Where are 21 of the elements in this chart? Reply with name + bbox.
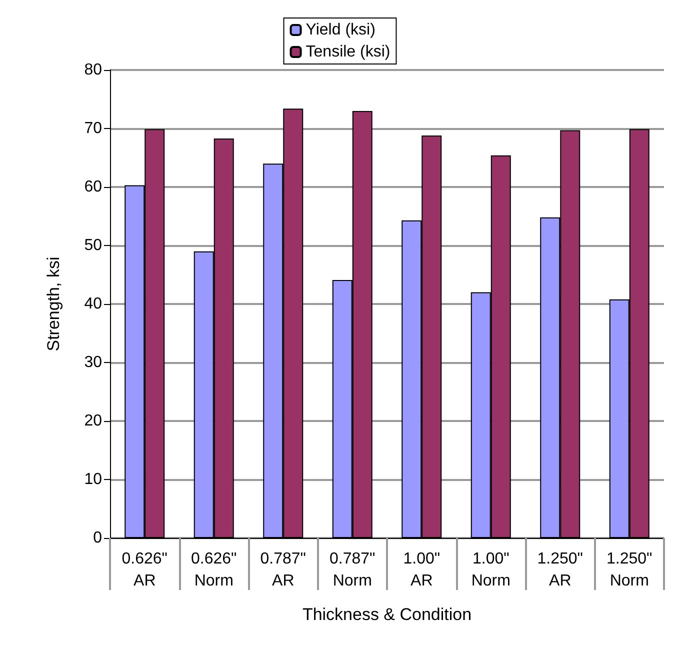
y-tick-label: 40 <box>84 296 102 312</box>
x-tick-label: 0.787" AR <box>260 550 306 590</box>
x-tick-label: 0.626" Norm <box>191 550 237 590</box>
x-tick-label: 1.250" Norm <box>606 550 652 590</box>
y-tick-label: 30 <box>84 354 102 371</box>
x-tick-label: 1.00" Norm <box>471 550 510 590</box>
y-tick-label: 60 <box>84 178 102 196</box>
x-tick-label: 1.00" AR <box>403 550 440 590</box>
y-tick-label: 20 <box>84 412 102 430</box>
x-tick-label: 0.626" AR <box>122 550 168 590</box>
y-tick-label: 10 <box>84 471 102 488</box>
x-tick-label: 0.787" Norm <box>330 550 376 590</box>
y-tick-label: 0 <box>93 530 102 546</box>
y-tick-label: 70 <box>84 120 102 137</box>
legend-label: Yield (ksi) <box>306 22 376 38</box>
y-axis-title: Strength, ksi <box>44 256 63 352</box>
x-axis-title: Thickness & Condition <box>302 605 472 624</box>
y-tick-label: 80 <box>84 62 102 78</box>
x-tick-label: 1.250" AR <box>537 550 583 590</box>
y-tick-label: 50 <box>84 237 102 254</box>
legend-label: Tensile (ksi) <box>306 44 390 60</box>
